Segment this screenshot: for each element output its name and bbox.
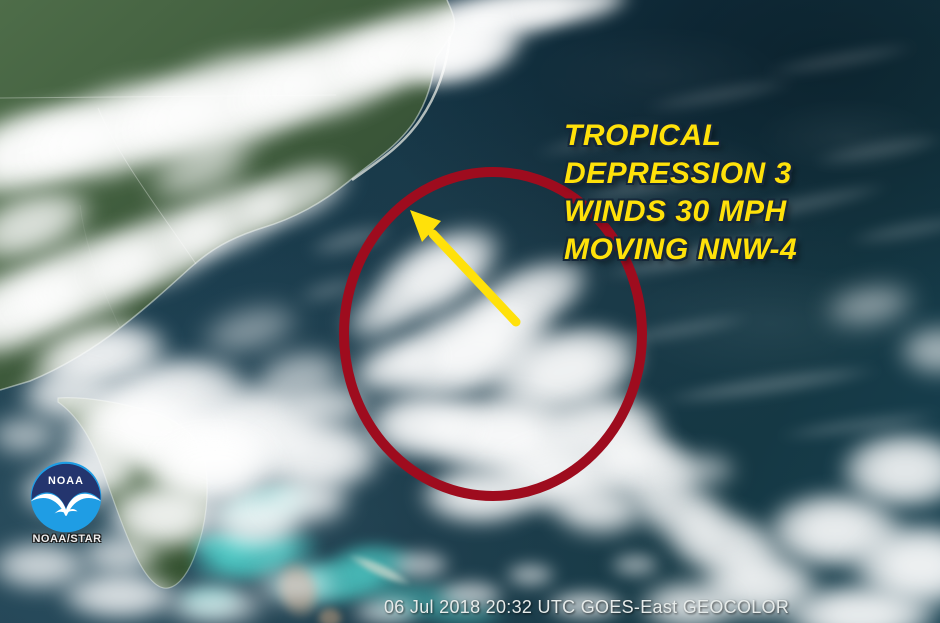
annotation-line-2: DEPRESSION 3 <box>564 157 792 190</box>
cloud-blob <box>387 549 453 581</box>
cloud-blob <box>635 577 745 623</box>
cloud-blob <box>542 589 628 621</box>
timestamp-overlay: 06 Jul 2018 20:32 UTC GOES-East GEOCOLOR <box>384 597 790 617</box>
motion-arrow-head <box>410 210 441 242</box>
annotation-line-3: WINDS 30 MPH <box>564 195 787 228</box>
cloud-blob <box>255 472 355 528</box>
cloud-blob <box>660 450 740 490</box>
cloud-blob <box>250 562 340 608</box>
seagull-icon <box>54 508 78 514</box>
cloud-blob <box>0 412 65 458</box>
cloud-blob <box>550 482 650 538</box>
storm-circle-annotation <box>339 167 647 501</box>
cloud-blob <box>347 597 423 623</box>
noaa-logo-text: NOAA <box>48 475 84 487</box>
cloud-blob <box>432 579 508 611</box>
motion-arrow-shaft <box>428 229 521 327</box>
cloud-blob <box>607 552 663 578</box>
annotation-line-4: MOVING NNW-4 <box>564 233 798 266</box>
noaa-logo-navy-field <box>31 463 101 509</box>
cloud-blob <box>360 387 490 463</box>
annotation-line-1: TROPICAL <box>564 119 722 152</box>
storm-annotation-text: TROPICAL DEPRESSION 3 WINDS 30 MPH MOVIN… <box>564 117 797 269</box>
noaa-logo-caption: NOAA/STAR <box>32 533 102 545</box>
cloud-blob <box>502 562 558 588</box>
bahama-island <box>315 605 345 623</box>
noaa-logo: NOAA <box>30 461 102 533</box>
